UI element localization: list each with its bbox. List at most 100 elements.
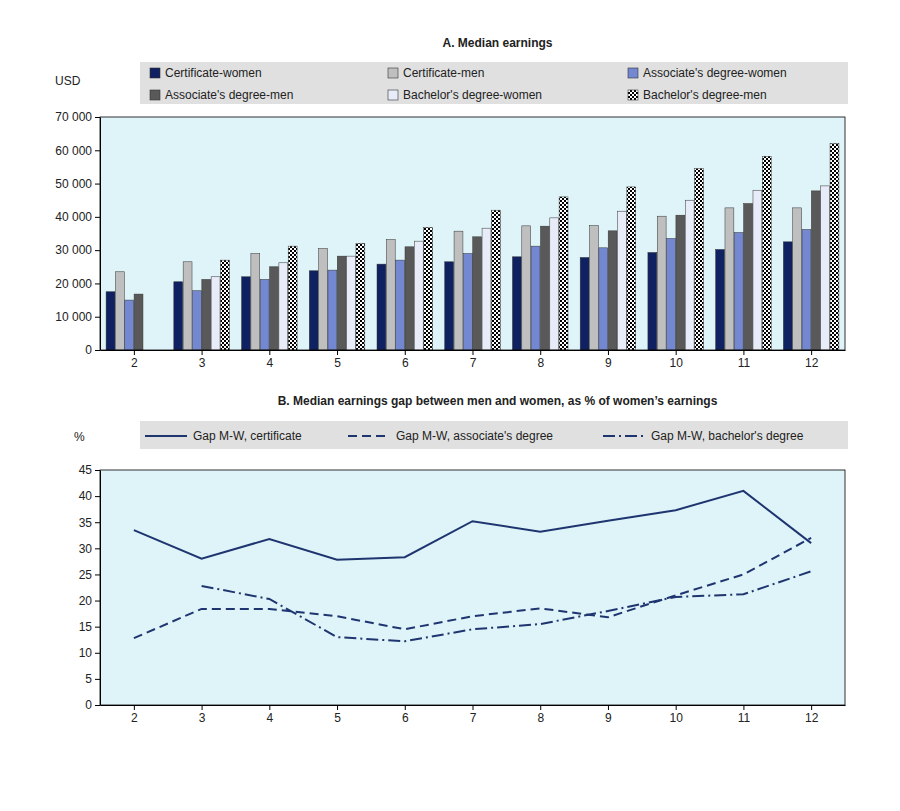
tick: 11 bbox=[738, 705, 751, 725]
tick: 2 bbox=[131, 350, 138, 370]
bar bbox=[288, 246, 297, 350]
bar bbox=[183, 262, 192, 350]
tick-mark bbox=[95, 217, 100, 218]
tick-label: 8 bbox=[537, 356, 544, 370]
tick-mark bbox=[95, 117, 100, 118]
tick-mark bbox=[95, 548, 100, 549]
legend-label: Certificate-women bbox=[165, 66, 262, 80]
bar bbox=[725, 208, 734, 350]
legend: Gap M-W, certificateGap M-W, associate's… bbox=[140, 421, 848, 449]
bar bbox=[242, 277, 251, 350]
legend-swatch bbox=[628, 90, 638, 100]
plot-background bbox=[100, 117, 845, 350]
tick-label: 30 bbox=[79, 542, 93, 556]
tick-mark bbox=[676, 705, 677, 710]
tick-mark bbox=[95, 184, 100, 185]
bar bbox=[580, 257, 589, 350]
chart-bar: A. Median earnings USD Certificate-womenCe… bbox=[55, 36, 848, 370]
tick-mark bbox=[95, 150, 100, 151]
legend-swatch bbox=[388, 90, 398, 100]
tick: 10 bbox=[670, 350, 684, 370]
legend: Certificate-womenCertificate-menAssociat… bbox=[140, 62, 848, 104]
bar bbox=[491, 210, 500, 350]
tick-mark bbox=[676, 350, 677, 355]
bar bbox=[685, 200, 694, 350]
bar bbox=[599, 248, 608, 350]
tick: 20 bbox=[79, 594, 100, 608]
bar bbox=[657, 216, 666, 350]
tick-mark bbox=[95, 679, 100, 680]
tick-label: 2 bbox=[131, 711, 138, 725]
tick-label: 0 bbox=[85, 698, 92, 712]
bar bbox=[115, 272, 124, 350]
tick: 50 000 bbox=[55, 177, 100, 191]
bar bbox=[590, 226, 599, 350]
tick-label: 50 000 bbox=[55, 177, 92, 191]
tick-mark bbox=[95, 496, 100, 497]
tick-mark bbox=[134, 705, 135, 710]
tick-mark bbox=[811, 705, 812, 710]
bar bbox=[270, 267, 279, 350]
bar bbox=[454, 231, 463, 350]
tick: 12 bbox=[805, 350, 819, 370]
bar bbox=[762, 156, 771, 350]
legend-label: Gap M-W, certificate bbox=[193, 429, 302, 443]
tick: 7 bbox=[470, 705, 477, 725]
legend-label: Bachelor's degree-men bbox=[643, 88, 767, 102]
chart-title: A. Median earnings bbox=[442, 36, 552, 50]
legend-swatch bbox=[628, 68, 638, 78]
tick-label: 30 000 bbox=[55, 243, 92, 257]
bar bbox=[174, 282, 183, 350]
bar bbox=[744, 204, 753, 350]
tick-mark bbox=[811, 350, 812, 355]
bar bbox=[463, 253, 472, 350]
tick: 10 bbox=[79, 646, 100, 660]
chart-title: B. Median earnings gap between men and w… bbox=[278, 394, 718, 408]
tick: 2 bbox=[131, 705, 138, 725]
tick-label: 40 bbox=[79, 489, 93, 503]
tick: 70 000 bbox=[55, 110, 100, 124]
tick-label: 3 bbox=[199, 711, 206, 725]
bar bbox=[192, 291, 201, 350]
tick-mark bbox=[608, 350, 609, 355]
bar bbox=[667, 238, 676, 350]
tick: 7 bbox=[470, 350, 477, 370]
tick-label: 45 bbox=[79, 463, 93, 477]
bar bbox=[424, 228, 433, 350]
tick-mark bbox=[95, 350, 100, 351]
tick-label: 8 bbox=[537, 711, 544, 725]
tick-mark bbox=[269, 705, 270, 710]
axis-title: USD bbox=[55, 74, 81, 88]
legend-label: Associate's degree-women bbox=[643, 66, 787, 80]
legend-box bbox=[140, 62, 848, 104]
axis-title: % bbox=[74, 430, 85, 444]
legend-swatch bbox=[150, 68, 160, 78]
plot-marks bbox=[106, 144, 839, 350]
bar bbox=[106, 292, 115, 350]
tick-mark bbox=[202, 705, 203, 710]
tick-label: 6 bbox=[402, 356, 409, 370]
chart-root: A. Median earnings USD Certificate-womenCe… bbox=[0, 0, 900, 811]
bar bbox=[522, 226, 531, 350]
tick-label: 60 000 bbox=[55, 144, 92, 158]
tick-label: 10 bbox=[670, 356, 684, 370]
legend-swatch bbox=[603, 435, 645, 437]
tick-label: 10 bbox=[670, 711, 684, 725]
legend-label: Bachelor's degree-women bbox=[403, 88, 542, 102]
y-axis: 010 00020 00030 00040 00050 00060 00070 … bbox=[55, 110, 100, 357]
tick-mark bbox=[473, 350, 474, 355]
tick-label: 70 000 bbox=[55, 110, 92, 124]
bar bbox=[220, 260, 229, 350]
legend-swatch bbox=[145, 435, 187, 437]
tick-label: 20 bbox=[79, 594, 93, 608]
tick: 20 000 bbox=[55, 277, 100, 291]
bar bbox=[559, 197, 568, 350]
tick-label: 25 bbox=[79, 568, 93, 582]
bar bbox=[531, 246, 540, 350]
bar bbox=[396, 260, 405, 350]
bar bbox=[405, 247, 414, 350]
line bbox=[202, 571, 812, 641]
line bbox=[134, 491, 811, 560]
bar bbox=[377, 264, 386, 350]
tick-label: 9 bbox=[605, 711, 612, 725]
